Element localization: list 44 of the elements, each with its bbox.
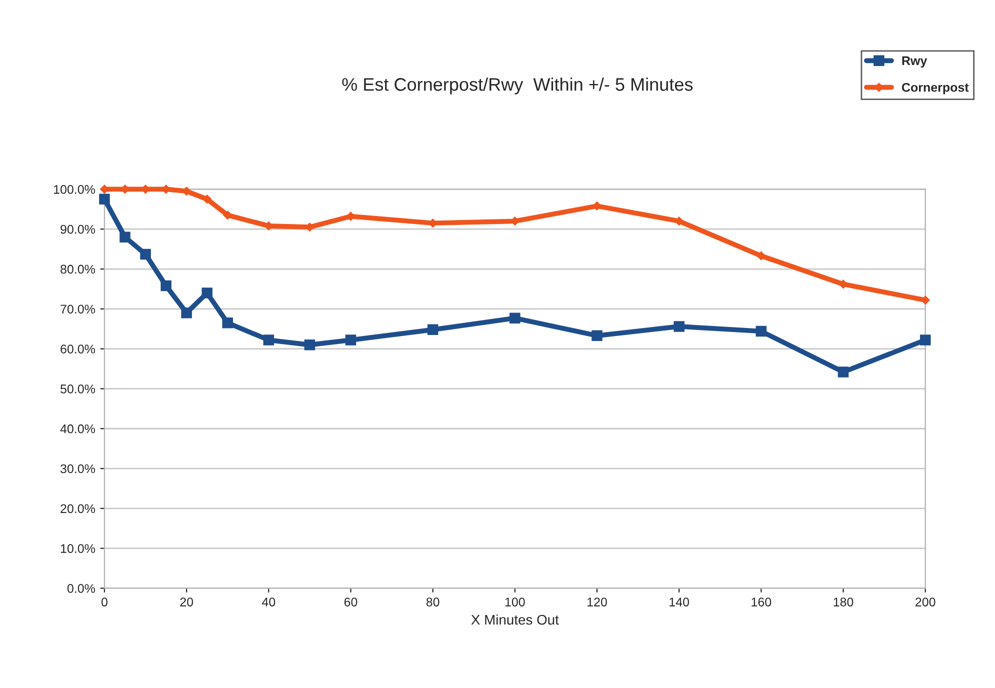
x-tick-label: 100 [505,598,525,606]
y-tick-label: 30.0% [60,464,96,474]
point [838,366,849,378]
y-tick-label: 80.0% [60,264,96,274]
point [181,308,192,318]
point [427,324,438,336]
point [222,317,233,328]
y-tick-label: 60.0% [60,344,96,354]
x-tick-label: 0 [101,598,108,606]
point [160,280,172,292]
y-tick-label: 0.0% [67,584,96,593]
point [510,312,520,324]
chart-title: % Est Cornerpost/Rwy Within +/- 5 Minutes [342,78,693,94]
legend-label: Rwy [902,56,928,68]
x-tick-label: 80 [426,598,440,606]
point [304,339,316,350]
y-tick-label: 10.0% [60,544,96,553]
y-tick-label: 40.0% [60,424,96,434]
point [120,232,130,242]
legend-label: Cornerpost [902,82,969,94]
y-tick-label: 70.0% [60,304,96,314]
point [592,330,602,342]
x-tick-label: 120 [588,598,607,606]
x-tick-label: 140 [670,598,690,606]
point [202,288,212,298]
x-tick-label: 20 [180,598,194,606]
point [345,334,356,346]
point [674,321,684,332]
point [263,334,274,346]
x-tick-label: 200 [916,598,936,606]
point [920,334,931,346]
point [202,194,212,204]
y-tick-label: 20.0% [60,504,96,514]
point [140,248,151,260]
x-tick-label: 40 [262,598,276,606]
x-tick-label: 180 [834,598,854,606]
y-tick-label: 100.0% [54,185,96,194]
y-tick-label: 90.0% [60,224,96,234]
point [99,194,110,205]
point [756,326,767,337]
x-tick-label: 60 [344,598,358,606]
y-tick-label: 50.0% [60,384,96,394]
x-tick-label: 160 [752,598,772,606]
x-axis-title: X Minutes Out [471,614,559,625]
